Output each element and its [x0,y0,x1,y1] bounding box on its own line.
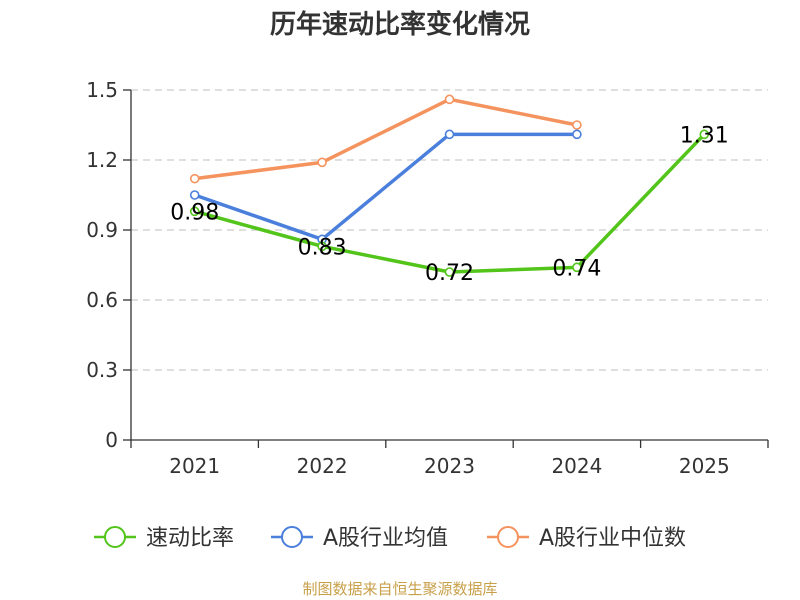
legend-label: A股行业均值 [323,526,448,551]
series-1-point [572,129,582,140]
series-line-2 [192,97,579,181]
grid [131,89,768,371]
data-label: 0.83 [298,235,347,260]
x-tick-label: 2021 [169,454,220,478]
axes: 0 0.3 0.6 0.9 1.2 1.5 2021 2022 2023 2024 2025 [86,78,769,478]
x-tick-label: 2024 [551,454,602,478]
series-0-point [189,206,200,217]
data-label: 0.72 [425,261,474,286]
chart-title: 历年速动比率变化情况 [270,9,530,40]
legend-marker [104,526,126,548]
series-line-1 [192,132,579,242]
y-tick-label: 0.3 [86,358,118,382]
legend[interactable]: 速动比率 A股行业均值 A股行业中位数 [94,526,686,551]
series-2-point [572,120,582,130]
series-0-point [444,267,455,277]
y-tick-label: 0 [105,428,118,452]
data-label: 0.98 [170,200,219,225]
data-labels: 0.98 0.83 0.72 0.74 1.31 [170,123,729,286]
series-2-point [444,94,455,105]
legend-label: 速动比率 [146,526,234,551]
x-tick-label: 2022 [297,454,348,478]
legend-item-2[interactable]: A股行业中位数 [487,526,686,551]
series-2-point [317,157,327,168]
series-0-point [699,129,710,140]
series-line-0 [192,132,707,274]
series-group [189,94,710,277]
y-tick-label: 1.2 [86,148,118,172]
series-0-point [317,241,327,252]
data-label: 1.31 [680,123,729,148]
legend-label: A股行业中位数 [539,526,686,551]
legend-marker [497,526,519,548]
x-tick-label: 2025 [679,454,730,478]
series-1-point [444,129,455,140]
legend-item-1[interactable]: A股行业均值 [271,526,448,551]
series-0-point [572,262,582,273]
series-1-point [189,190,200,200]
data-label: 0.74 [552,256,601,281]
legend-item-0[interactable]: 速动比率 [94,526,234,551]
legend-marker [281,526,303,548]
x-tick-label: 2023 [424,454,475,478]
y-tick-label: 0.9 [86,218,118,242]
y-tick-label: 1.5 [86,78,118,102]
series-2-point [189,173,200,184]
source-note: 制图数据来自恒生聚源数据库 [302,580,497,598]
y-tick-label: 0.6 [86,288,118,312]
